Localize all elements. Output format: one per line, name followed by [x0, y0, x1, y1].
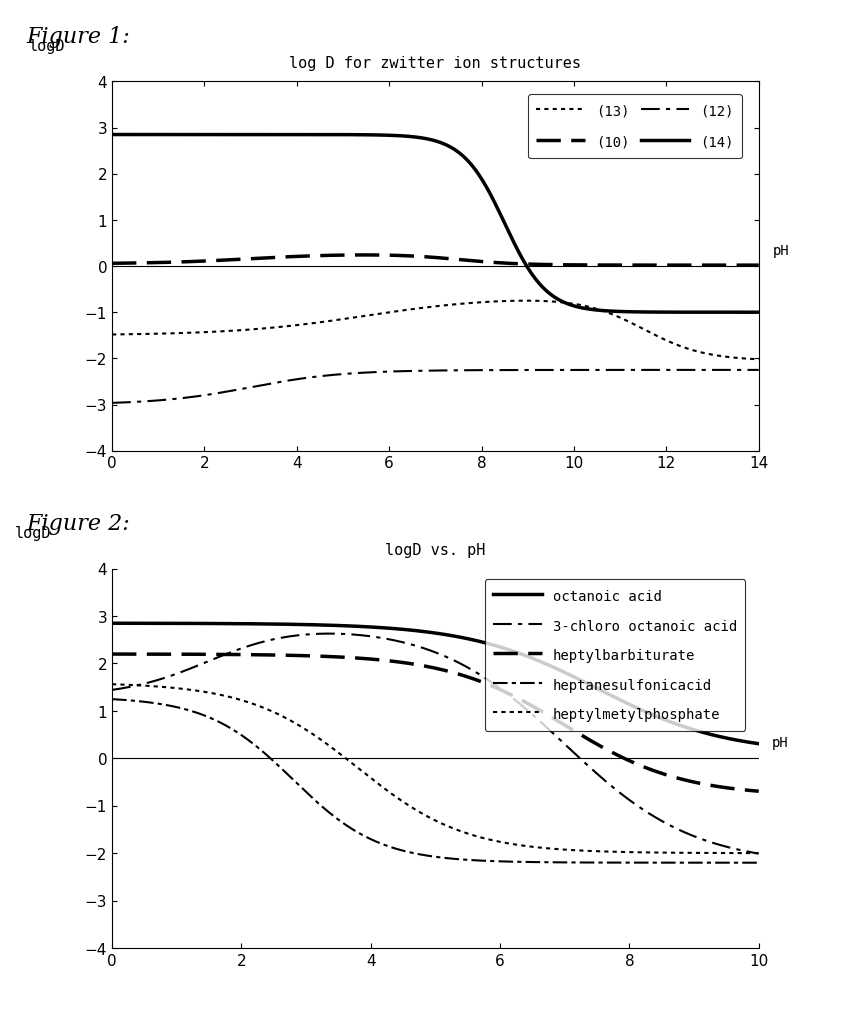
Text: pH: pH — [771, 736, 788, 749]
Text: Figure 1:: Figure 1: — [26, 26, 129, 47]
Legend: (13), (10), (12), (14): (13), (10), (12), (14) — [528, 94, 742, 159]
Text: pH: pH — [772, 244, 789, 258]
Text: logD: logD — [29, 39, 66, 54]
Text: Figure 2:: Figure 2: — [26, 512, 129, 534]
Text: logD: logD — [15, 526, 52, 540]
Title: logD vs. pH: logD vs. pH — [385, 543, 485, 558]
Legend: octanoic acid, 3-chloro octanoic acid, heptylbarbiturate, heptanesulfonicacid, h: octanoic acid, 3-chloro octanoic acid, h… — [484, 579, 745, 731]
Title: log D for zwitter ion structures: log D for zwitter ion structures — [290, 56, 581, 71]
